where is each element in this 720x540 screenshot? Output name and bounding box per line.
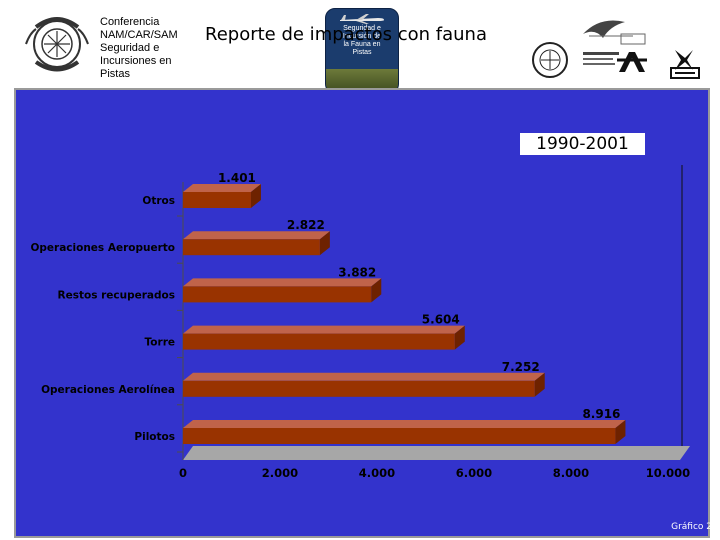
bar-group: 1.401 2.822 3.882 5.604 7.252 8.916: [183, 171, 626, 444]
bar-value-label: 1.401: [218, 171, 256, 185]
aeropuertos-logo-icon: [583, 20, 646, 45]
bar-value-label: 3.882: [338, 265, 376, 279]
conference-line: Conferencia: [100, 16, 160, 28]
conference-line: Pistas: [100, 68, 130, 80]
chart-floor: [183, 446, 690, 460]
bar: [183, 192, 251, 208]
sct-logo-icon: [670, 50, 700, 79]
badge-line: Incursión de: [342, 33, 382, 40]
category-label: Restos recuperados: [58, 289, 175, 301]
slide-header: Conferencia NAM/CAR/SAM Seguridad e Incu…: [0, 0, 720, 94]
figure-caption: Gráfico 2: [671, 522, 712, 532]
bar-top-face: [183, 372, 545, 381]
bar: [183, 333, 455, 350]
bar-value-label: 5.604: [422, 313, 460, 327]
badge-line: la Fauna en: [343, 41, 381, 48]
bar-end-face: [534, 372, 545, 397]
bar: [183, 380, 535, 397]
year-range-annotation: 1990-2001: [520, 133, 645, 155]
bar-top-face: [183, 325, 465, 334]
category-label: Torre: [145, 337, 175, 349]
conference-title: Conferencia NAM/CAR/SAM Seguridad e Incu…: [100, 16, 210, 81]
x-tick-label: 0: [179, 466, 187, 480]
x-tick-labels: 0 2.000 4.000 6.000 8.000 10.000: [179, 466, 690, 480]
bar: [183, 428, 616, 444]
bar: [183, 286, 372, 303]
bar-end-face: [454, 325, 465, 350]
category-label: Pilotos: [134, 431, 175, 443]
badge-line: Pistas: [352, 49, 372, 56]
bar-end-face: [615, 420, 626, 444]
bar-end-face: [250, 184, 261, 208]
x-tick-label: 10.000: [646, 466, 690, 480]
category-label: Operaciones Aerolínea: [41, 384, 175, 396]
icao-emblem-icon: [25, 17, 89, 72]
airplane-icon: [340, 14, 384, 24]
bar: [183, 239, 320, 256]
conference-line: NAM/CAR/SAM: [100, 29, 178, 41]
bar-top-face: [183, 278, 382, 287]
asa-logo-icon: [583, 52, 647, 72]
conference-line: Incursiones en: [100, 55, 172, 67]
bar-value-label: 2.822: [287, 218, 325, 232]
bar-value-label: 8.916: [582, 407, 620, 421]
conference-line: Seguridad e: [100, 42, 160, 54]
chart-back-wall: [193, 172, 682, 446]
category-label: Otros: [142, 195, 175, 207]
bar-end-face: [371, 278, 382, 303]
airport-seal-icon: [532, 42, 568, 78]
x-tick-label: 2.000: [262, 466, 298, 480]
bar-top-face: [183, 184, 261, 192]
category-labels: Otros Operaciones Aeropuerto Restos recupe…: [30, 195, 183, 453]
bar-top-face: [183, 231, 330, 240]
bar-value-label: 7.252: [502, 360, 540, 374]
bar-end-face: [319, 231, 330, 256]
partner-logos: [532, 20, 700, 79]
category-label: Operaciones Aeropuerto: [30, 242, 175, 254]
chart-title: Reporte de impactos con fauna: [205, 24, 487, 45]
bar-top-face: [183, 420, 626, 428]
x-tick-label: 6.000: [456, 466, 492, 480]
x-tick-label: 4.000: [359, 466, 395, 480]
badge-line: Seguridad e: [343, 25, 381, 32]
badge-text: Seguridad e Incursión de la Fauna en Pis…: [326, 25, 398, 57]
x-tick-label: 8.000: [553, 466, 589, 480]
